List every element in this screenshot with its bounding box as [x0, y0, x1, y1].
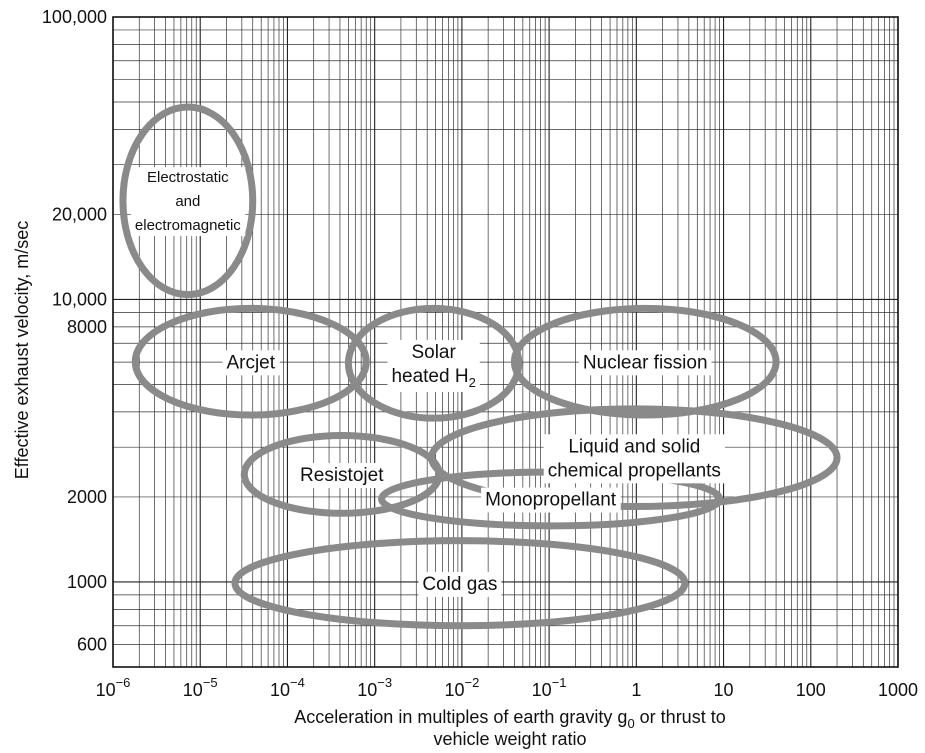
x-tick-base: 10 [532, 680, 552, 700]
region-label-line: Liquid and solid [568, 436, 700, 457]
region-label: Solar heated H2 [387, 339, 480, 392]
x-tick-label: 10−6 [96, 675, 131, 700]
region-label: Electrostatic and electromagnetic [130, 167, 246, 237]
region-label-line: and [175, 193, 200, 210]
region-label: Liquid and solid chemical propellants [543, 434, 725, 484]
regions [119, 103, 841, 630]
x-tick-labels: 10−6 10−5 10−4 10−3 10−2 10−1 1 10 100 1000 [96, 675, 918, 700]
x-tick-label: 10−4 [270, 675, 305, 700]
region-label-line: heated H2 [391, 366, 475, 390]
x-tick-exponent: −1 [552, 675, 567, 690]
y-tick-label: 1000 [67, 572, 107, 592]
region-label-background [481, 487, 621, 513]
x-tick-base: 10 [714, 680, 734, 700]
region-label-text: heated H [391, 366, 468, 387]
region-label-line: Cold gas [422, 574, 497, 595]
region-label-line: Electrostatic [147, 169, 229, 186]
x-tick-exponent: −6 [116, 675, 131, 690]
region-label-line: Arcjet [226, 352, 275, 373]
region-outline [119, 103, 257, 299]
region-label-line: Solar [411, 342, 456, 363]
x-tick-label: 10−5 [183, 675, 218, 700]
x-tick-exponent: −4 [290, 675, 305, 690]
x-axis-label: Acceleration in multiples of earth gravi… [294, 707, 725, 731]
x-tick-base: 10 [96, 680, 116, 700]
region-label-line: Nuclear fission [583, 352, 708, 373]
region-label-text: Liquid and solid [568, 436, 700, 457]
region-label-background [130, 167, 246, 237]
x-tick-base: 1000 [878, 680, 918, 700]
region-label-line: electromagnetic [135, 217, 241, 234]
y-tick-label: 10,000 [52, 289, 107, 309]
y-tick-labels: 600 1000 2000 8000 10,000 20,000 100,000 [42, 7, 107, 655]
region-label-text: Cold gas [422, 574, 497, 595]
region-label: Nuclear fission [578, 350, 712, 376]
region-label-line: chemical propellants [548, 460, 721, 481]
region-label: Resistojet [296, 463, 389, 489]
x-tick-base: 10 [357, 680, 377, 700]
x-axis-label-tail: or thrust to [635, 707, 726, 727]
region-outline [428, 405, 841, 510]
region-label-text: Nuclear fission [583, 352, 708, 373]
x-tick-base: 10 [270, 680, 290, 700]
x-tick-label: 10−3 [357, 675, 392, 700]
region-label-text: Monopropellant [485, 490, 617, 511]
x-tick-base: 10 [444, 680, 464, 700]
region-label-background [387, 339, 480, 392]
x-tick-base: 100 [796, 680, 826, 700]
region-label-text: Solar [411, 342, 456, 363]
x-tick-exponent: −2 [464, 675, 479, 690]
x-tick-base: 10 [183, 680, 203, 700]
x-tick-label: 10−1 [532, 675, 567, 700]
region-label-text: Arcjet [226, 352, 275, 373]
region-label-background [296, 463, 389, 489]
region-outline [344, 304, 523, 422]
x-axis-label-subscript: 0 [627, 716, 634, 731]
x-tick-exponent: −5 [203, 675, 218, 690]
region-label: Arcjet [222, 350, 280, 376]
region-label-text: Electrostatic [147, 169, 229, 186]
region-label-text: and [175, 193, 200, 210]
x-tick-label: 100 [796, 680, 826, 700]
x-tick-base: 1 [631, 680, 641, 700]
y-tick-label: 100,000 [42, 7, 107, 27]
region-label-background [222, 350, 280, 376]
region-label-text: Resistojet [300, 465, 384, 486]
region-label-text: chemical propellants [548, 460, 721, 481]
region-label-line: Monopropellant [485, 490, 617, 511]
region-label-background [418, 571, 502, 597]
region-label-line: Resistojet [300, 465, 384, 486]
region-outline [231, 537, 689, 630]
grid [112, 16, 899, 668]
x-tick-exponent: −3 [377, 675, 392, 690]
region-labels: Electrostatic and electromagnetic Arcjet Sol… [130, 167, 725, 597]
x-axis-label-line2: vehicle weight ratio [433, 729, 586, 749]
x-tick-label: 1 [631, 680, 641, 700]
x-tick-label: 10 [714, 680, 734, 700]
region-outline [510, 304, 780, 419]
y-tick-label: 2000 [67, 487, 107, 507]
x-tick-label: 1000 [878, 680, 918, 700]
y-tick-label: 8000 [67, 317, 107, 337]
region-label-text: electromagnetic [135, 217, 241, 234]
region-label: Cold gas [418, 571, 502, 597]
region-label: Monopropellant [481, 487, 621, 513]
region-label-background [543, 434, 725, 484]
region-label-background [578, 350, 712, 376]
x-tick-label: 10−2 [444, 675, 479, 700]
y-tick-label: 600 [77, 635, 107, 655]
y-tick-label: 20,000 [52, 204, 107, 224]
region-outline [131, 304, 370, 419]
x-axis-label-main: Acceleration in multiples of earth gravi… [294, 707, 627, 727]
region-label-subscript: 2 [469, 375, 476, 390]
plot-frame [112, 16, 899, 668]
y-axis-label: Effective exhaust velocity, m/sec [12, 221, 32, 479]
